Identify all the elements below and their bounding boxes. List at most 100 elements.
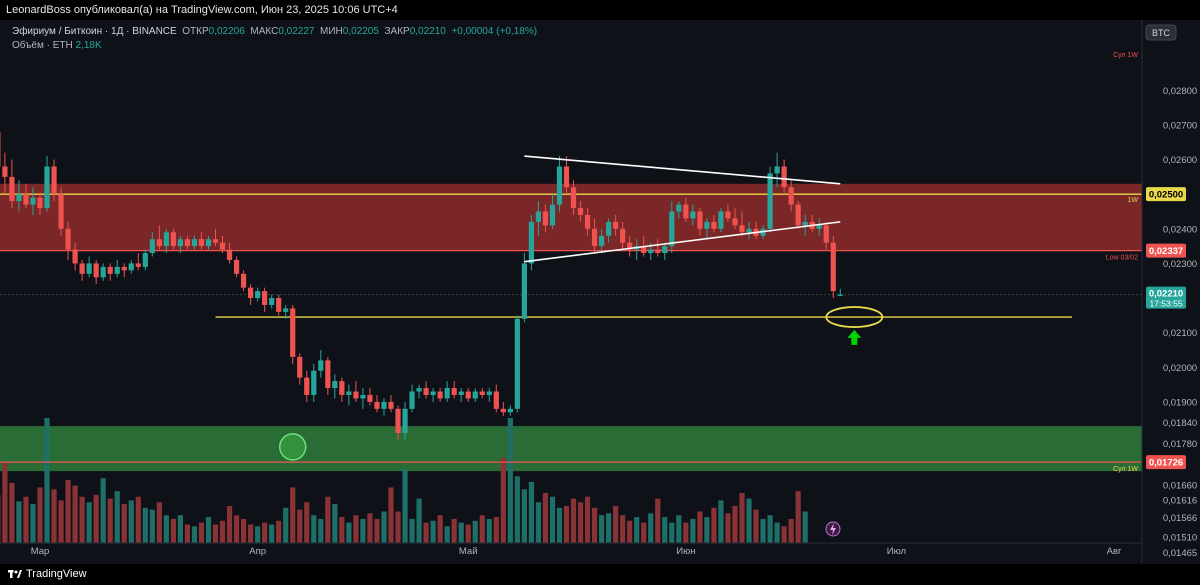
candle-body (86, 263, 92, 274)
volume-bar (297, 509, 303, 543)
time-tick-label: Июл (887, 546, 906, 557)
volume-bar (606, 513, 612, 543)
volume-bar (676, 515, 682, 543)
candle-body (177, 239, 183, 247)
candle-body (669, 211, 675, 247)
volume-bar (283, 507, 289, 543)
price-tick-label: 0,01780 (1163, 439, 1197, 450)
level-annotation: Сул 1W (1113, 52, 1138, 59)
candle-body (444, 388, 450, 399)
time-tick-label: Апр (249, 546, 266, 557)
volume-bar (577, 502, 584, 543)
candle-body (311, 370, 317, 395)
price-label-text: 0,02500 (1149, 190, 1183, 201)
price-label-tag (1146, 243, 1186, 258)
volume-bar (753, 509, 759, 543)
volume-bar (570, 498, 577, 543)
volume-bar (219, 520, 226, 543)
candle-body (606, 221, 612, 236)
candle-body (128, 263, 134, 271)
candle-body (416, 388, 422, 392)
price-label-tag (1146, 187, 1186, 202)
volume-bar (732, 505, 738, 543)
candle-body (507, 408, 513, 413)
volume-bar (655, 498, 661, 543)
candle-body (514, 318, 520, 409)
volume-bar (669, 522, 675, 543)
time-tick-label: Май (459, 546, 478, 557)
volume-bar (528, 481, 534, 543)
volume-bar (591, 507, 598, 543)
candle-body (388, 401, 394, 409)
low-value: 0,02205 (342, 26, 379, 37)
volume-bar (339, 517, 345, 543)
volume-bar (276, 520, 282, 543)
volume-bar (648, 513, 654, 543)
volume-bar (613, 505, 619, 543)
candle-body (318, 360, 324, 371)
symbol-name[interactable]: Эфириум / Биткоин · 1Д · BINANCE (12, 26, 177, 37)
chart-background (0, 20, 1200, 564)
price-label-text: 0,01726 (1149, 458, 1183, 469)
tradingview-logo-icon (8, 570, 22, 579)
candle-body (304, 377, 310, 395)
high-key: МАКС (250, 26, 279, 37)
bounce-circle-marker (278, 433, 307, 461)
volume-bar (248, 524, 254, 543)
candle-body (402, 408, 408, 434)
level-annotation: 1W (1128, 197, 1139, 204)
volume-bar (507, 418, 513, 543)
chart-legend: Эфириум / Биткоин · 1Д · BINANCE ОТКР0,0… (12, 25, 537, 52)
volume-bar (774, 522, 780, 543)
volume-bar (262, 522, 268, 543)
volume-bar (86, 502, 92, 543)
candle-body (37, 197, 43, 209)
volume-bar (542, 493, 549, 543)
volume-bar (2, 461, 8, 543)
candle-body (430, 391, 436, 395)
price-tick-label: 0,01660 (1163, 480, 1197, 491)
volume-bar (72, 485, 78, 543)
volume-bar (781, 526, 787, 543)
volume-bar (269, 524, 275, 543)
footer-brand: TradingView (26, 568, 87, 580)
candle-body (170, 232, 176, 247)
candle-body (149, 239, 155, 254)
volume-bar (465, 524, 471, 543)
candle-body (58, 194, 64, 229)
volume-bar (634, 517, 640, 543)
publisher-text: LeonardBoss опубликовал(а) на TradingVie… (6, 4, 398, 16)
lightning-bolt-icon (830, 523, 836, 535)
volume-bar (163, 515, 169, 543)
candle-body (746, 228, 752, 233)
volume-bar (535, 502, 542, 543)
candle-body (205, 239, 212, 247)
volume-bar (226, 505, 233, 543)
volume-bar (563, 505, 570, 543)
candle-body (226, 249, 233, 260)
candle-body (528, 221, 534, 264)
price-chart[interactable]: 0,02800 0,02700 0,02600 0,02400 0,02300 0,021… (0, 20, 1200, 564)
volume-bar (620, 515, 626, 543)
candle-body (114, 266, 120, 274)
candle-body (283, 308, 289, 312)
candle-body (332, 381, 338, 389)
current-price-tag (1146, 286, 1186, 309)
current-price-countdown: 17:53:55 (1149, 299, 1182, 309)
footer-bar: TradingView (0, 564, 1200, 585)
candle-body (353, 391, 359, 399)
candle-body (690, 211, 696, 219)
candle-body (423, 388, 429, 395)
price-tick-label: 0,01900 (1163, 397, 1197, 408)
candle-body (767, 173, 773, 229)
candle-body (409, 391, 415, 409)
candle-body (198, 239, 205, 247)
candle-body (16, 194, 22, 202)
volume-bar (114, 491, 120, 543)
volume-bar (353, 515, 359, 543)
candle-body (135, 263, 141, 267)
volume-bar (304, 502, 310, 543)
volume-bar (128, 500, 134, 543)
volume-bar (486, 518, 492, 543)
volume-bar (23, 496, 29, 543)
